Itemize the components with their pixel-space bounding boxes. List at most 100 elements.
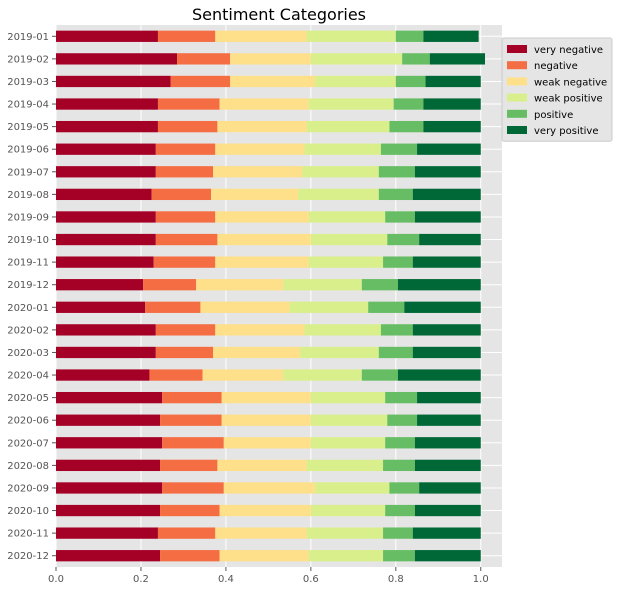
bar-segment-positive: [378, 166, 415, 178]
bar-segment-negative: [157, 30, 216, 42]
bar-segment-very-negative: [56, 324, 156, 336]
bar-segment-very-negative: [56, 120, 158, 133]
bar-segment-weak-positive: [310, 414, 388, 426]
bar-segment-weak-positive: [310, 391, 386, 404]
bar-segment-very-negative: [56, 166, 156, 178]
bar-segment-very-negative: [56, 391, 163, 404]
bar-segment-positive: [383, 256, 413, 268]
bar-segment-weak-positive: [302, 166, 379, 178]
bar-segment-weak-negative: [215, 30, 307, 42]
bar-segment-positive: [389, 482, 420, 494]
bar-segment-negative: [155, 211, 216, 223]
bar-segment-positive: [380, 143, 418, 155]
bar-segment-negative: [151, 188, 212, 201]
bar-segment-very-negative: [56, 482, 163, 494]
bar-segment-very-positive: [412, 324, 481, 336]
legend-swatch: [507, 45, 527, 53]
bar-segment-very-positive: [429, 53, 486, 65]
bar-segment-very-positive: [414, 437, 481, 449]
bar-segment-negative: [160, 414, 222, 426]
bar-segment-positive: [361, 369, 398, 381]
bar-segment-weak-negative: [217, 120, 307, 133]
y-tick-label: 2019-06: [7, 145, 49, 156]
bar-segment-weak-negative: [219, 98, 309, 110]
y-axis: 2019-01 2019-02 2019-03 2019-04 2019-05 2019-…: [7, 32, 56, 562]
y-tick-label: 2020-03: [7, 348, 49, 359]
bar-segment-positive: [383, 550, 415, 562]
bar-segment-negative: [162, 437, 224, 449]
bar-segment-very-positive: [412, 527, 481, 539]
x-tick-label: 1.0: [473, 574, 489, 585]
bar-segment-negative: [160, 459, 218, 472]
y-tick-label: 2020-12: [7, 551, 49, 562]
y-tick-label: 2019-04: [7, 100, 49, 111]
legend: very negative negative weak negative weak p…: [501, 37, 613, 142]
bar-segment-very-positive: [414, 459, 481, 472]
x-tick-label: 0.2: [133, 574, 149, 585]
y-tick-label: 2019-07: [7, 167, 49, 178]
y-tick-label: 2020-02: [7, 325, 49, 336]
bar-segment-very-negative: [56, 459, 161, 472]
bar-segment-very-positive: [419, 233, 481, 246]
legend-swatch: [507, 93, 527, 102]
bar-segment-weak-positive: [306, 459, 384, 472]
bar-segment-very-negative: [56, 256, 154, 268]
x-tick-label: 0.0: [48, 574, 64, 585]
bar-segment-weak-positive: [304, 143, 381, 155]
bar-segment-negative: [149, 369, 203, 381]
legend-box: [501, 37, 613, 142]
bar-segment-very-positive: [404, 301, 481, 313]
bar-segment-positive: [389, 120, 424, 133]
bar-segment-very-negative: [56, 301, 146, 313]
bar-segment-weak-negative: [215, 256, 309, 268]
bar-segment-very-negative: [56, 188, 152, 201]
bar-segment-weak-negative: [223, 482, 316, 494]
bar-segment-very-positive: [417, 391, 481, 404]
y-tick-label: 2020-07: [7, 438, 49, 449]
bar-segment-negative: [170, 75, 231, 88]
legend-label: weak negative: [534, 77, 607, 88]
bar-segment-weak-negative: [202, 369, 284, 381]
bar-segment-positive: [402, 53, 430, 65]
bar-segment-negative: [143, 279, 197, 291]
bar-segment-very-negative: [56, 550, 161, 562]
bars-layer: [56, 30, 486, 562]
y-tick-label: 2019-11: [7, 258, 49, 269]
bar-segment-negative: [155, 324, 216, 336]
bar-segment-positive: [393, 98, 424, 110]
legend-swatch: [507, 77, 527, 86]
bar-segment-negative: [162, 482, 224, 494]
bar-segment-very-negative: [56, 504, 161, 517]
bar-segment-very-positive: [397, 279, 481, 291]
y-tick-label: 2019-09: [7, 212, 49, 223]
bar-segment-very-positive: [412, 346, 481, 359]
bar-segment-weak-negative: [230, 53, 311, 65]
bar-segment-negative: [155, 346, 214, 359]
bar-segment-weak-positive: [308, 98, 394, 110]
bar-segment-very-negative: [56, 98, 158, 110]
bar-segment-very-positive: [414, 504, 481, 517]
bar-segment-weak-negative: [211, 188, 299, 201]
bar-segment-weak-negative: [230, 75, 316, 88]
bar-segment-positive: [385, 504, 415, 517]
bar-segment-weak-negative: [196, 279, 284, 291]
bar-segment-weak-positive: [283, 369, 362, 381]
bar-segment-weak-negative: [215, 324, 305, 336]
bar-segment-weak-negative: [215, 143, 305, 155]
bar-segment-very-positive: [417, 143, 481, 155]
bar-segment-weak-positive: [310, 504, 386, 517]
bar-segment-weak-positive: [306, 527, 384, 539]
bar-segment-negative: [160, 550, 220, 562]
bar-segment-negative: [157, 527, 216, 539]
legend-label: weak positive: [534, 94, 603, 105]
legend-label: positive: [534, 110, 573, 121]
y-tick-label: 2019-10: [7, 235, 49, 246]
legend-label: very positive: [534, 126, 599, 137]
bar-segment-weak-positive: [308, 550, 384, 562]
bar-segment-negative: [155, 166, 214, 178]
y-tick-label: 2019-08: [7, 190, 49, 201]
y-tick-label: 2020-08: [7, 461, 49, 472]
bar-segment-weak-negative: [217, 459, 307, 472]
bar-segment-weak-negative: [221, 391, 311, 404]
